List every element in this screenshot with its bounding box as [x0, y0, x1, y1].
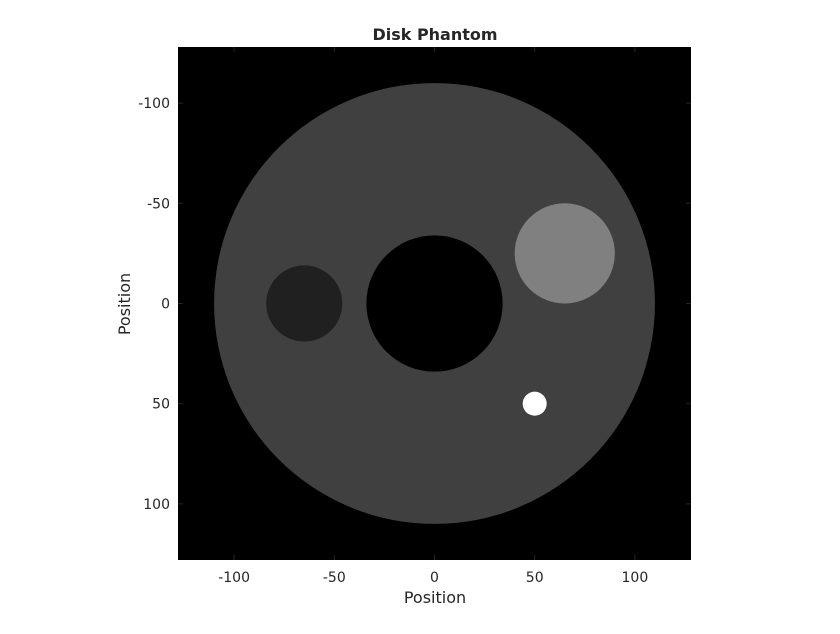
x-tick-label: -100 [218, 570, 250, 586]
y-tick-label: 100 [143, 497, 170, 513]
disk-center-hole [366, 235, 502, 371]
disk-dark-left [266, 265, 342, 341]
x-tick-label: 0 [430, 570, 439, 586]
x-tick-label: 50 [526, 570, 544, 586]
y-tick-label: -100 [138, 96, 170, 112]
y-tick-label: 50 [152, 397, 170, 413]
x-axis-label: Position [404, 588, 466, 607]
y-axis-label: Position [115, 273, 134, 335]
phantom-image [214, 83, 655, 524]
y-tick-label: 0 [161, 297, 170, 313]
x-tick-label: 100 [622, 570, 649, 586]
chart-title: Disk Phantom [372, 25, 497, 44]
disk-white-small [523, 392, 547, 416]
x-tick-label: -50 [323, 570, 346, 586]
y-tick-label: -50 [147, 196, 170, 212]
disk-bright-right [515, 203, 615, 303]
